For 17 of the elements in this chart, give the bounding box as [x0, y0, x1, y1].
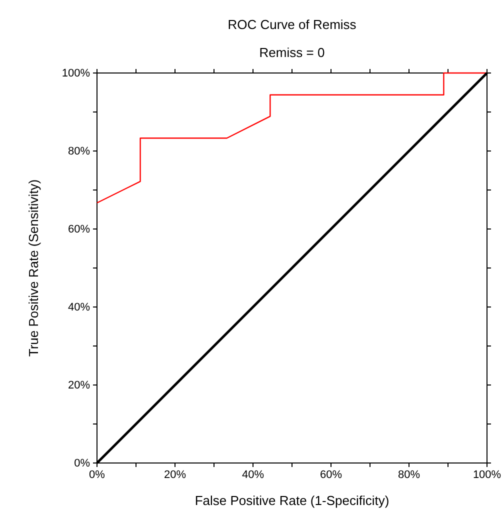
line-series — [96, 72, 488, 204]
y-tick-label: 0% — [74, 458, 90, 470]
x-tick-label: 80% — [398, 468, 420, 481]
y-axis-title: True Positive Rate (Sensitivity) — [26, 179, 41, 357]
y-tick-label: 100% — [62, 68, 90, 80]
chart-subtitle: Remiss = 0 — [259, 45, 325, 60]
y-tick-label: 80% — [68, 146, 90, 158]
chart-title: ROC Curve of Remiss — [228, 17, 357, 32]
y-tick-label: 40% — [68, 302, 90, 314]
x-axis-title: False Positive Rate (1-Specificity) — [194, 493, 390, 508]
y-tick-label: 60% — [68, 224, 90, 236]
x-tick-label: 0% — [89, 468, 106, 481]
x-tick-label: 100% — [472, 468, 502, 481]
x-tick-label: 40% — [242, 468, 264, 481]
x-tick-label: 20% — [164, 468, 186, 481]
y-tick-label: 20% — [68, 380, 90, 392]
x-tick-label: 60% — [320, 468, 342, 481]
